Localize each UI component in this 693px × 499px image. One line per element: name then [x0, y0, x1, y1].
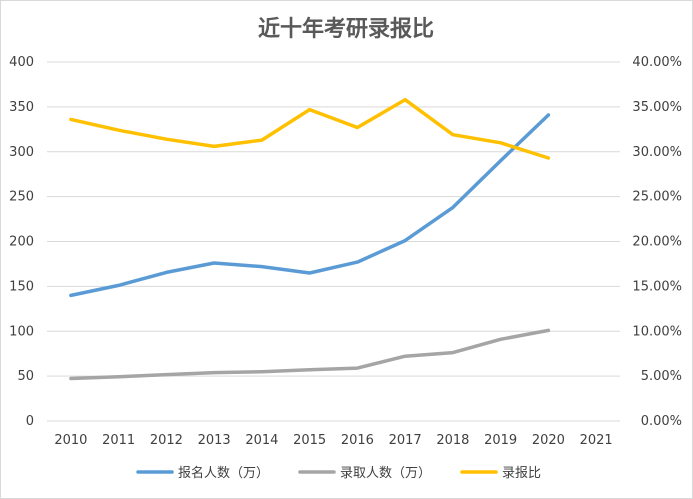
x-tick-label: 2011 — [102, 433, 135, 448]
left-tick-label: 300 — [9, 145, 34, 160]
left-tick-label: 200 — [9, 235, 34, 250]
series-line-1 — [69, 328, 551, 381]
right-tick-label: 15.00% — [632, 279, 682, 294]
x-tick-label: 2013 — [198, 433, 231, 448]
left-tick-label: 250 — [9, 190, 34, 205]
series-lines — [69, 97, 551, 381]
x-tick-label: 2016 — [341, 433, 374, 448]
series-line-2 — [69, 97, 551, 160]
right-tick-label: 10.00% — [632, 324, 682, 339]
right-tick-label: 35.00% — [632, 100, 682, 115]
left-tick-label: 50 — [17, 369, 34, 384]
series-line-0 — [69, 113, 551, 298]
left-axis-ticks: 0 50 100 150 200 250 300 350 400 — [9, 55, 34, 429]
right-tick-label: 0.00% — [641, 414, 682, 429]
right-tick-label: 40.00% — [632, 55, 682, 70]
legend-label-2: 录报比 — [502, 466, 541, 481]
legend-label-1: 录取人数（万） — [340, 466, 431, 481]
left-tick-label: 150 — [9, 279, 34, 294]
chart-title: 近十年考研录报比 — [258, 16, 434, 42]
left-tick-label: 0 — [26, 414, 34, 429]
x-tick-label: 2012 — [150, 433, 183, 448]
x-tick-label: 2020 — [532, 433, 565, 448]
right-axis-ticks: 0.00% 5.00% 10.00% 15.00% 20.00% 25.00% 30.00%… — [632, 55, 682, 429]
x-axis-ticks: 2010 2011 2012 2013 2014 2015 2016 2017 2018 2019… — [54, 433, 612, 448]
x-tick-label: 2018 — [436, 433, 469, 448]
right-tick-label: 5.00% — [641, 369, 682, 384]
left-tick-label: 400 — [9, 55, 34, 70]
left-tick-label: 350 — [9, 100, 34, 115]
left-tick-label: 100 — [9, 324, 34, 339]
x-tick-label: 2021 — [580, 433, 613, 448]
x-tick-label: 2015 — [293, 433, 326, 448]
x-tick-label: 2017 — [389, 433, 422, 448]
x-tick-label: 2014 — [245, 433, 278, 448]
right-tick-label: 20.00% — [632, 235, 682, 250]
right-tick-label: 25.00% — [632, 190, 682, 205]
x-tick-label: 2010 — [54, 433, 87, 448]
right-tick-label: 30.00% — [632, 145, 682, 160]
legend: 报名人数（万） 录取人数（万） 录报比 — [136, 465, 541, 481]
x-tick-label: 2019 — [484, 433, 517, 448]
gridlines — [47, 61, 620, 422]
legend-label-0: 报名人数（万） — [178, 465, 269, 481]
